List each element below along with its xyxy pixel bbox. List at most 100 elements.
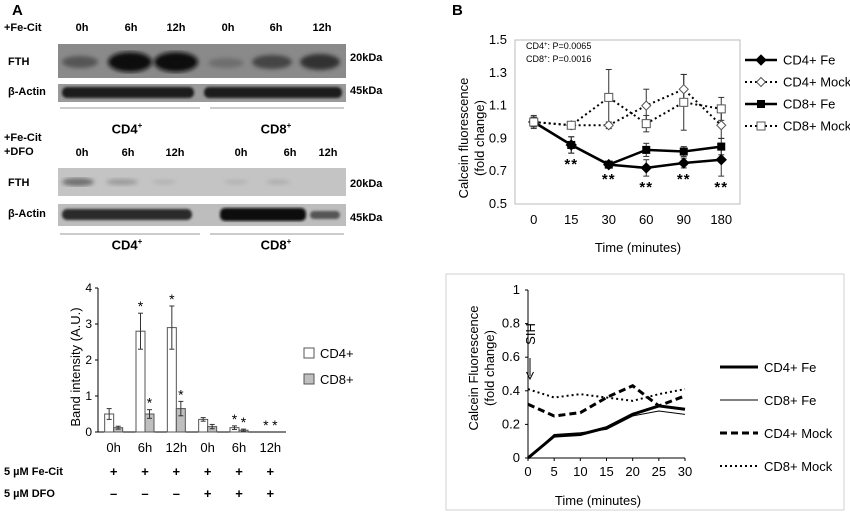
bottom-legend-label: CD8+ Fe	[764, 393, 816, 408]
panel-a-letter: A	[12, 2, 23, 19]
bottom-xtick-label: 10	[573, 464, 587, 479]
actin-bands-blot2	[62, 208, 340, 221]
bottom-series-line	[527, 384, 686, 418]
sih-annotation: SIH	[523, 323, 538, 381]
top-legend-marker	[757, 100, 765, 108]
top-chart-significance: ** ** ** ** **	[564, 156, 727, 196]
top-legend-label: CD4+ Fe	[783, 53, 835, 68]
top-chart-yticks: 0.5 0.7 0.9 1.1 1.3 1.5	[489, 32, 507, 211]
bottom-chart-xlabel: Time (minutes)	[555, 493, 641, 508]
bar-xtick-label: 6h	[232, 440, 246, 455]
top-data-marker	[567, 140, 576, 149]
actin-bands-blot1	[62, 87, 342, 98]
blot1-timepoint: 0h	[75, 22, 89, 34]
bottom-ytick-label: 0	[513, 450, 520, 465]
blot1-row1-mw: 20kDa	[350, 52, 383, 64]
top-data-marker	[679, 97, 689, 107]
bar-chart-error-bars	[106, 305, 246, 432]
top-data-marker	[604, 92, 614, 102]
top-legend-marker	[755, 76, 767, 88]
significance-star: *	[138, 298, 144, 314]
blot1-timepoint: 6h	[124, 22, 138, 34]
bar-xtick-label: 12h	[165, 440, 187, 455]
blot1-group-lines	[60, 107, 344, 109]
top-data-marker	[679, 147, 688, 156]
bar-ytick-label: 2	[85, 353, 92, 367]
significance-star: *	[169, 291, 175, 307]
top-legend-marker	[756, 121, 766, 131]
bottom-ytick-label: 1	[513, 282, 520, 297]
blot2-timepoint: 0h	[75, 147, 89, 159]
bar-chart-annotations: ***** * * *	[138, 291, 278, 433]
top-legend-label: CD8+ Fe	[783, 97, 835, 112]
top-data-marker	[641, 100, 652, 111]
blot2-group2-label: CD8+	[260, 237, 292, 253]
bar-xtick-label: 0h	[200, 440, 214, 455]
top-ytick-label: 0.5	[489, 196, 507, 211]
bar-chart-legend: CD4+ CD8+	[303, 346, 354, 387]
table-signs: + – + – + – + + + + + +	[110, 464, 275, 501]
top-data-marker	[717, 142, 726, 151]
table-sign-fe: +	[267, 464, 275, 479]
legend-swatch-cd4	[303, 347, 315, 359]
top-xtick-label: 30	[602, 212, 616, 227]
top-data-marker	[640, 162, 652, 174]
top-legend-label: CD8+ Mock	[783, 119, 850, 134]
blot2-row2-label: β-Actin	[8, 208, 46, 220]
bar-xtick-label: 6h	[138, 440, 152, 455]
blot2-timepoint: 0h	[234, 147, 248, 159]
bottom-chart-ylabel-line1: Calcein Fluorescence	[466, 305, 481, 430]
fth-bands-blot1	[62, 52, 340, 72]
table-sign-fe: +	[204, 464, 212, 479]
table-sign-fe: +	[235, 464, 243, 479]
table-sign-fe: +	[110, 464, 118, 479]
bottom-chart-border	[445, 273, 845, 511]
blot2-row1-mw: 20kDa	[350, 178, 383, 190]
table-row1-label: 5 µM Fe-Cit	[4, 466, 63, 478]
top-chart-xticks: 0 15 30 60 90 180	[530, 212, 732, 227]
top-xtick-label: 180	[710, 212, 732, 227]
bottom-chart-ylabel-line2: (fold change)	[482, 330, 497, 406]
blot2-timepoint: 6h	[121, 147, 135, 159]
bottom-xtick-label: 30	[678, 464, 692, 479]
top-ytick-label: 1.5	[489, 32, 507, 47]
top-data-marker	[642, 145, 651, 154]
top-xtick-label: 15	[564, 212, 578, 227]
significance-star: *	[178, 386, 184, 402]
significance-star: *	[241, 414, 247, 430]
top-ytick-label: 1.3	[489, 65, 507, 80]
blot2-timepoint: 12h	[165, 147, 185, 159]
significance-star: *	[272, 417, 278, 433]
top-xtick-label: 90	[677, 212, 691, 227]
sih-label: SIH	[523, 323, 538, 345]
blot2-group-lines	[60, 233, 344, 235]
blot2-image	[58, 168, 346, 226]
bottom-legend-label: CD4+ Mock	[764, 426, 833, 441]
significance-star: *	[263, 417, 269, 433]
blot2-treatment-line2: +DFO	[4, 146, 34, 158]
bar-chart-axes	[97, 288, 286, 433]
bar-chart-xticks: 0h 6h 12h 0h 6h 12h	[106, 440, 281, 455]
top-data-marker	[716, 104, 726, 114]
bottom-series-line	[527, 388, 686, 402]
top-significance-label: **	[564, 156, 578, 173]
top-xtick-label: 60	[639, 212, 653, 227]
top-chart-stats: CD4+: P=0.0065 CD8+: P=0.0016	[526, 41, 591, 64]
bottom-xtick-label: 5	[551, 464, 558, 479]
blot1-timepoint: 12h	[312, 22, 332, 34]
table-sign-dfo: +	[204, 486, 212, 501]
top-data-marker	[678, 83, 689, 95]
top-chart-stat-cd4: CD4+: P=0.0065	[526, 41, 591, 51]
top-data-marker	[715, 154, 727, 166]
blot2-timepoint: 12h	[318, 147, 338, 159]
top-xtick-label: 0	[530, 212, 537, 227]
blot1-image	[58, 44, 346, 102]
bottom-xtick-label: 20	[625, 464, 639, 479]
bottom-ytick-label: 0.4	[502, 383, 520, 398]
top-series-line	[533, 96, 722, 127]
top-data-marker	[641, 119, 651, 129]
bottom-xtick-label: 25	[652, 464, 666, 479]
blot2-group1-label: CD4+	[111, 237, 143, 253]
top-series-line	[533, 120, 722, 170]
